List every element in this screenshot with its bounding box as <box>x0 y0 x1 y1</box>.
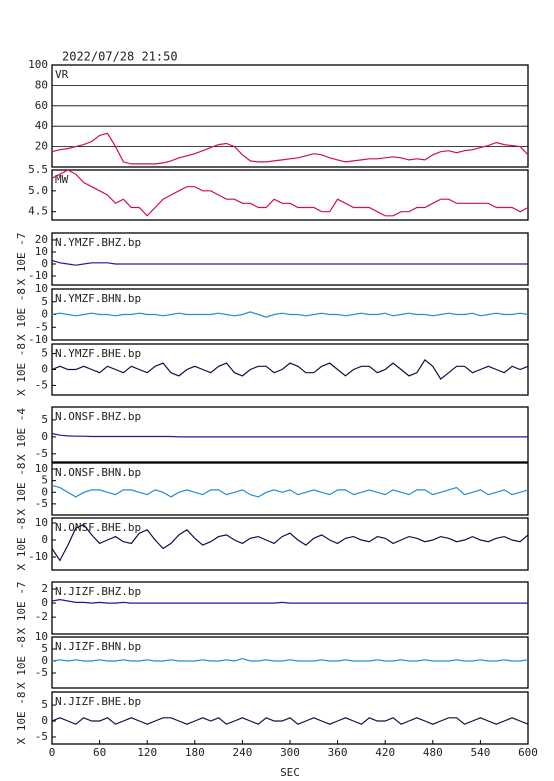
y-tick-label: -10 <box>28 269 48 282</box>
y-tick-label: 0 <box>41 714 48 727</box>
x-tick-label: 360 <box>328 746 348 759</box>
x-tick-label: 600 <box>518 746 538 759</box>
y-axis-label: X 10E -8 <box>15 288 28 341</box>
y-tick-label: 10 <box>35 282 48 295</box>
panel-frame <box>51 169 529 221</box>
data-line <box>51 432 528 438</box>
y-tick-label: 5 <box>41 347 48 360</box>
data-line <box>51 484 529 498</box>
y-tick-label: 0 <box>41 485 48 498</box>
y-tick-label: -5 <box>35 320 48 333</box>
y-tick-label: 5 <box>41 474 48 487</box>
data-line <box>51 169 529 217</box>
panel-label: VR <box>55 68 69 81</box>
panel-label: MW <box>55 173 69 186</box>
y-axis-label: X 10E -8 <box>15 692 28 745</box>
y-tick-label: 0 <box>41 363 48 376</box>
panel-frame <box>51 517 529 571</box>
x-tick-label: 180 <box>185 746 205 759</box>
x-tick-label: 300 <box>280 746 300 759</box>
y-tick-label: 80 <box>35 78 48 91</box>
y-tick-label: 60 <box>35 99 48 112</box>
panel-frame <box>51 636 529 689</box>
x-tick-label: 240 <box>232 746 252 759</box>
y-tick-label: -10 <box>28 550 48 563</box>
y-tick-label: 5 <box>41 295 48 308</box>
data-line <box>51 598 528 604</box>
y-tick-label: 0 <box>41 533 48 546</box>
page-title: 2022/07/28 21:50 <box>62 50 178 64</box>
y-tick-label: -5 <box>35 666 48 679</box>
y-tick-label: 5 <box>41 698 48 711</box>
data-line <box>51 657 529 662</box>
panel-label: N.YMZF.BHE.bp <box>55 347 141 360</box>
y-tick-label: -5 <box>35 497 48 510</box>
y-tick-label: 20 <box>35 233 48 246</box>
panel-frame <box>51 581 529 635</box>
data-line <box>51 717 529 725</box>
x-tick-label: 120 <box>137 746 157 759</box>
x-tick-label: 480 <box>423 746 443 759</box>
y-tick-label: 5.5 <box>28 163 48 176</box>
y-tick-label: 2 <box>41 582 48 595</box>
panel-frame <box>51 232 529 286</box>
y-axis-label: X 10E -8 <box>15 636 28 689</box>
y-tick-label: 0 <box>41 257 48 270</box>
data-line <box>51 523 529 562</box>
y-tick-label: 10 <box>35 516 48 529</box>
y-tick-label: 40 <box>35 119 48 132</box>
data-line <box>51 132 529 165</box>
x-tick-label: 0 <box>49 746 56 759</box>
y-tick-label: -5 <box>35 447 48 460</box>
y-tick-label: 5.0 <box>28 184 48 197</box>
y-axis-label: X 10E -8 <box>15 343 28 396</box>
y-tick-label: 10 <box>35 245 48 258</box>
data-line <box>51 311 529 318</box>
panel-label: N.JIZF.BHZ.bp <box>55 585 141 598</box>
y-tick-label: -5 <box>35 378 48 391</box>
y-tick-label: -2 <box>35 610 48 623</box>
y-tick-label: 0 <box>41 308 48 321</box>
y-tick-label: -5 <box>35 730 48 743</box>
y-tick-label: 4.5 <box>28 205 48 218</box>
data-line <box>51 359 529 380</box>
y-axis-label: X 10E -8 <box>15 463 28 516</box>
y-axis-label: X 10E -8 <box>15 518 28 571</box>
y-tick-label: -10 <box>28 333 48 346</box>
panel-label: N.JIZF.BHN.bp <box>55 640 141 653</box>
panel-label: N.ONSF.BHE.bp <box>55 521 141 534</box>
y-axis-label: X 10E -7 <box>15 233 28 286</box>
y-tick-label: 10 <box>35 630 48 643</box>
panel-label: N.ONSF.BHZ.bp <box>55 410 141 423</box>
panel-label: N.JIZF.BHE.bp <box>55 695 141 708</box>
data-line <box>51 259 528 266</box>
y-tick-label: 5 <box>41 642 48 655</box>
y-tick-label: 0 <box>41 654 48 667</box>
y-tick-label: 20 <box>35 140 48 153</box>
y-tick-label: 5 <box>41 413 48 426</box>
x-tick-label: 540 <box>470 746 490 759</box>
x-tick-label: 420 <box>375 746 395 759</box>
y-axis-label: X 10E -7 <box>15 582 28 635</box>
panel-label: N.ONSF.BHN.bp <box>55 466 141 479</box>
panel-frame <box>51 462 529 516</box>
panel-label: N.YMZF.BHZ.bp <box>55 236 141 249</box>
panel-frame <box>51 406 529 463</box>
panel-label: N.YMZF.BHN.bp <box>55 292 141 305</box>
x-tick-label: 60 <box>93 746 106 759</box>
y-tick-label: 10 <box>35 462 48 475</box>
panel-frame <box>51 64 529 168</box>
y-tick-label: 100 <box>28 58 48 71</box>
x-axis-label: SEC <box>280 766 300 779</box>
y-tick-label: 0 <box>41 596 48 609</box>
y-tick-label: 0 <box>41 430 48 443</box>
y-axis-label: X 10E -4 <box>15 408 28 461</box>
